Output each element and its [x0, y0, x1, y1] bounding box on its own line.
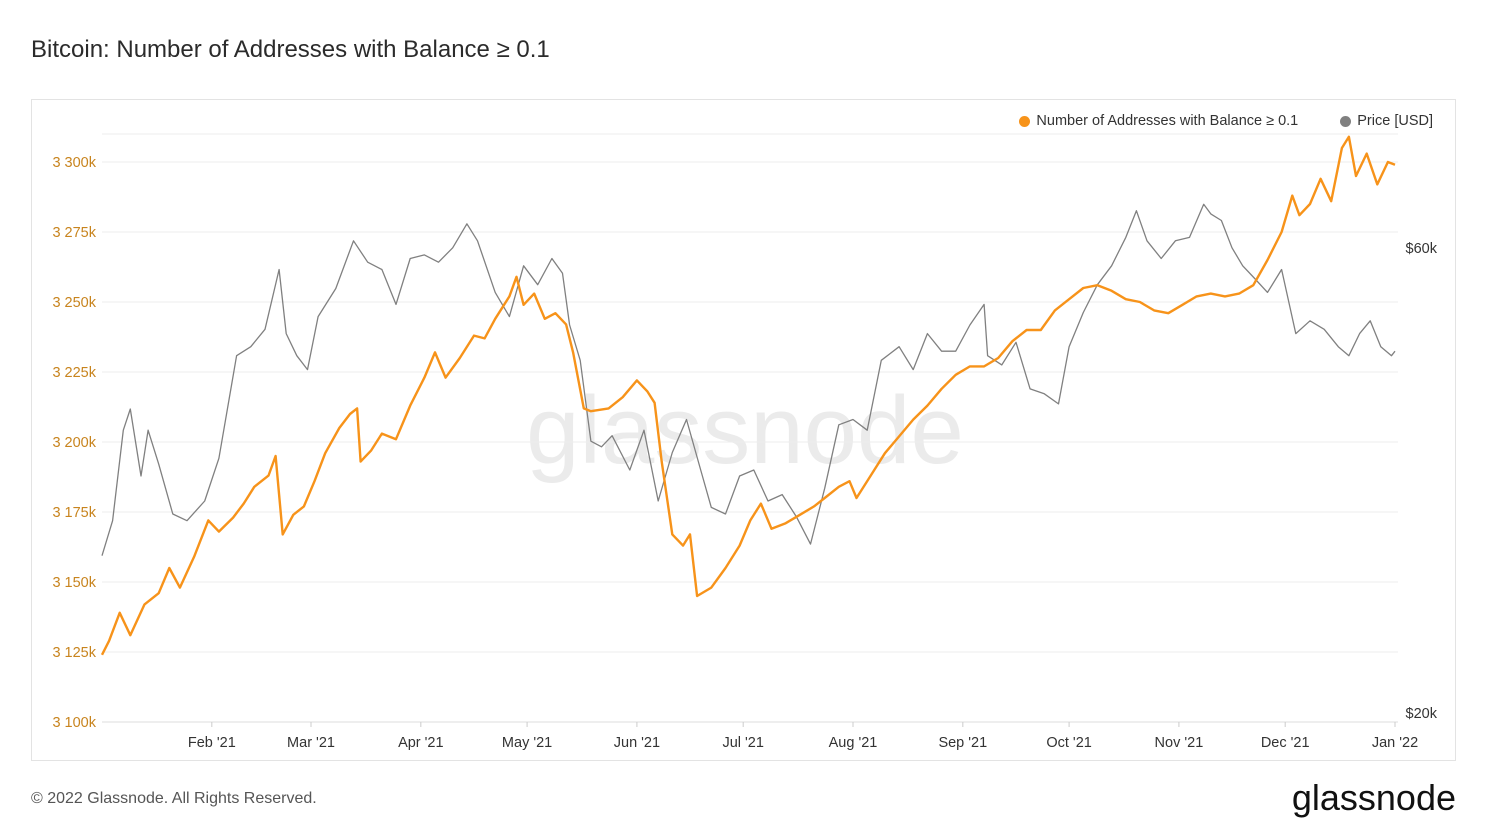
chart-frame: [31, 99, 1456, 761]
x-tick-label: Jul '21: [722, 735, 763, 751]
x-tick-label: Jan '22: [1372, 735, 1418, 751]
brand-logo[interactable]: glassnode: [1291, 777, 1456, 818]
chart-title: Bitcoin: Number of Addresses with Balanc…: [31, 36, 550, 63]
axis-layer: 3 100k 3 125k 3 150k 3 175k 3 200k 3 225k 3 25…: [52, 155, 1437, 751]
x-tick-label: Nov '21: [1155, 735, 1204, 751]
y-left-tick-label: 3 200k: [52, 435, 96, 451]
legend-price-dot: [1340, 115, 1352, 127]
y-left-tick-label: 3 125k: [52, 645, 96, 661]
y-left-tick-label: 3 225k: [52, 365, 96, 381]
y-right-tick-label: $60k: [1406, 241, 1438, 257]
legend-addresses-dot: [1019, 115, 1031, 127]
x-tick-label: Apr '21: [398, 735, 444, 751]
y-left-tick-label: 3 250k: [52, 295, 96, 311]
y-left-tick-label: 3 300k: [52, 155, 96, 171]
x-tick-label: Oct '21: [1046, 735, 1091, 751]
legend-item-addresses[interactable]: Number of Addresses with Balance ≥ 0.1: [1019, 113, 1298, 129]
series-layer: [100, 135, 1396, 656]
legend: Number of Addresses with Balance ≥ 0.1 P…: [1019, 113, 1433, 129]
copyright-text: © 2022 Glassnode. All Rights Reserved.: [31, 790, 317, 807]
addresses-series-line: [100, 135, 1396, 656]
price-series-line: [101, 203, 1396, 556]
legend-addresses-label: Number of Addresses with Balance ≥ 0.1: [1036, 113, 1299, 129]
y-left-tick-label: 3 150k: [52, 575, 96, 591]
y-left-tick-label: 3 275k: [52, 225, 96, 241]
x-tick-label: Dec '21: [1261, 735, 1310, 751]
x-tick-label: May '21: [502, 735, 552, 751]
grid-layer: [102, 133, 1398, 723]
x-tick-label: Mar '21: [287, 735, 335, 751]
y-left-tick-label: 3 175k: [52, 505, 96, 521]
y-left-tick-label: 3 100k: [52, 715, 96, 731]
legend-price-label: Price [USD]: [1357, 113, 1433, 129]
x-tick-label: Jun '21: [614, 735, 660, 751]
watermark-text: glassnode: [526, 377, 964, 484]
y-right-tick-label: $20k: [1406, 706, 1438, 722]
legend-item-price[interactable]: Price [USD]: [1340, 113, 1433, 129]
x-tick-label: Aug '21: [829, 735, 878, 751]
x-tick-label: Feb '21: [188, 735, 236, 751]
x-tick-label: Sep '21: [938, 735, 987, 751]
